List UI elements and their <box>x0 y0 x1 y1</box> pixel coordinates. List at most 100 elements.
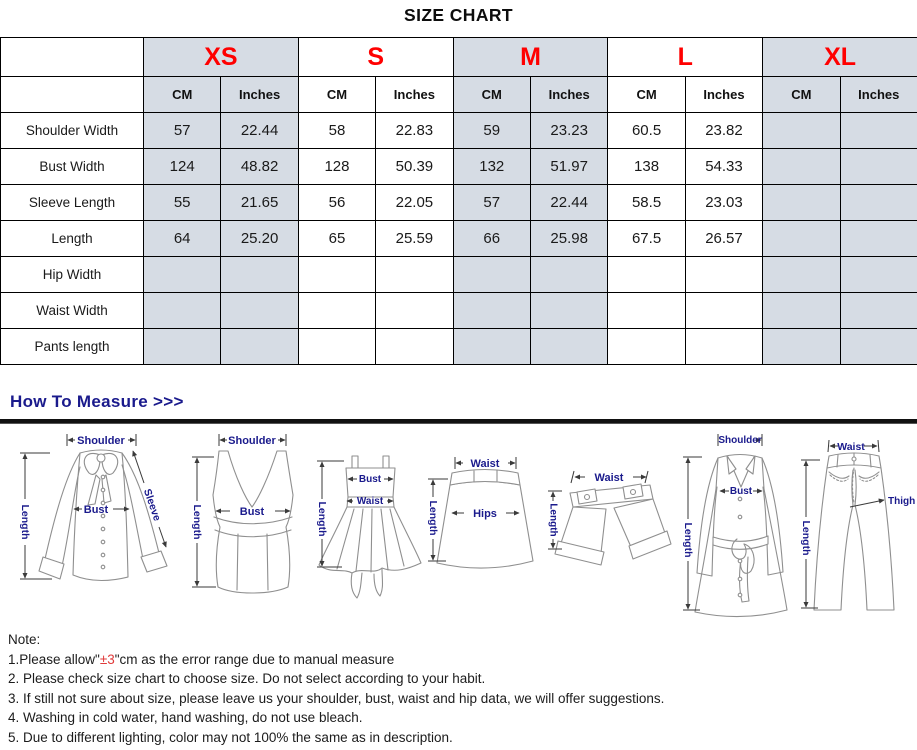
unit-header-cm: CM <box>452 76 531 113</box>
cell-value: 138 <box>607 148 686 185</box>
size-table-body: Shoulder Width 57 22.44 58 22.83 59 23.23 60.5 2… <box>0 112 917 365</box>
cell-value <box>839 184 917 221</box>
cell-value <box>607 328 686 365</box>
size-header-m: M <box>452 37 609 77</box>
unit-header-cm: CM <box>297 76 377 113</box>
cell-value <box>529 292 609 329</box>
size-header-row: XS S M L XL <box>0 37 917 77</box>
cell-value <box>142 328 222 365</box>
vest-length-label: Length <box>191 505 203 540</box>
cell-value <box>607 292 686 329</box>
page-title: SIZE CHART <box>404 5 513 25</box>
cell-value: 60.5 <box>607 112 686 149</box>
table-row: Waist Width <box>0 292 917 329</box>
note1-prefix: 1.Please allow" <box>8 651 100 667</box>
skirt-length-label: Length <box>427 501 439 536</box>
cell-value <box>762 148 841 185</box>
cell-value: 124 <box>142 148 222 185</box>
cell-value <box>684 292 764 329</box>
cell-value <box>142 292 222 329</box>
cell-value <box>297 328 377 365</box>
cell-value <box>839 292 917 329</box>
unit-header-cm: CM <box>762 76 841 113</box>
figure-blouse: Shoulder Bust Sleeve Length <box>19 434 168 582</box>
figure-dress: Bust Waist Length <box>316 455 422 599</box>
cell-value: 51.97 <box>529 148 609 185</box>
cell-value: 59 <box>452 112 531 149</box>
size-header-l: L <box>607 37 764 77</box>
table-row: Pants length <box>0 328 917 365</box>
blouse-sleeve-label: Sleeve <box>141 487 163 523</box>
shorts-length-label: Length <box>548 503 559 536</box>
cell-value: 132 <box>452 148 531 185</box>
note-item-4: 4. Washing in cold water, hand washing, … <box>8 710 363 725</box>
how-to-measure-title: How To Measure >>> <box>10 392 184 411</box>
cell-value: 25.98 <box>529 220 609 257</box>
cell-value <box>839 256 917 293</box>
notes-section: Note: 1.Please allow"±3"cm as the error … <box>8 630 908 747</box>
cell-value <box>839 112 917 149</box>
cell-value: 48.82 <box>220 148 299 185</box>
measure-figures: Shoulder Bust Sleeve Length Shoulder Bus… <box>19 434 915 618</box>
cell-value: 25.59 <box>375 220 454 257</box>
cell-value <box>452 328 531 365</box>
vest-bust-label: Bust <box>240 506 265 518</box>
blouse-bust-label: Bust <box>84 504 109 516</box>
row-label: Hip Width <box>0 256 144 293</box>
cell-value <box>297 292 377 329</box>
cell-value <box>297 256 377 293</box>
cell-value <box>839 220 917 257</box>
cell-value <box>607 256 686 293</box>
pants-thigh-label: Thigh <box>888 496 915 507</box>
size-header-xl: XL <box>762 37 917 77</box>
row-label: Length <box>0 220 144 257</box>
cell-value <box>220 292 299 329</box>
table-row: Bust Width 124 48.82 128 50.39 132 51.97 138 54.… <box>0 148 917 185</box>
cell-value: 22.83 <box>375 112 454 149</box>
dress-bust-label: Bust <box>359 474 382 485</box>
figure-vest-top: Shoulder Bust Length <box>191 434 294 594</box>
vest-shoulder-label: Shoulder <box>228 435 276 447</box>
figure-pants: Waist Thigh Length <box>800 439 915 611</box>
unit-header-inches: Inches <box>684 76 764 113</box>
cell-value <box>529 256 609 293</box>
cell-value <box>220 256 299 293</box>
note-item-3: 3. If still not sure about size, please … <box>8 690 665 706</box>
cell-value: 21.65 <box>220 184 299 221</box>
table-row: Hip Width <box>0 256 917 293</box>
size-header-s: S <box>297 37 454 77</box>
cell-value: 22.05 <box>375 184 454 221</box>
unit-header-cm: CM <box>607 76 686 113</box>
note-item-1: 1.Please allow"±3"cm as the error range … <box>8 650 908 670</box>
cell-value <box>762 220 841 257</box>
note1-highlight: ±3 <box>99 651 115 667</box>
cell-value: 22.44 <box>220 112 299 149</box>
dress-length-label: Length <box>316 502 328 537</box>
cell-value: 23.03 <box>684 184 764 221</box>
notes-heading: Note: <box>8 632 41 647</box>
cell-value <box>452 292 531 329</box>
corner-cell <box>0 37 144 77</box>
cell-value <box>762 256 841 293</box>
note1-suffix: "cm as the error range due to manual mea… <box>114 651 395 667</box>
row-label: Pants length <box>0 328 144 365</box>
figure-skirt: Waist Hips Length <box>427 457 534 569</box>
cell-value <box>684 256 764 293</box>
unit-header-inches: Inches <box>375 76 454 113</box>
coat-shoulder-label: Shoulder <box>718 435 761 446</box>
row-label: Sleeve Length <box>0 184 144 221</box>
unit-header-cm: CM <box>142 76 222 113</box>
unit-header-inches: Inches <box>839 76 917 113</box>
cell-value <box>375 292 454 329</box>
cell-value: 128 <box>297 148 377 185</box>
divider-rule <box>0 419 917 424</box>
shorts-waist-label: Waist <box>595 472 624 484</box>
cell-value <box>452 256 531 293</box>
cell-value: 57 <box>452 184 531 221</box>
cell-value <box>762 292 841 329</box>
cell-value: 67.5 <box>607 220 686 257</box>
cell-value <box>375 256 454 293</box>
cell-value: 56 <box>297 184 377 221</box>
unit-header-inches: Inches <box>220 76 299 113</box>
table-row: Shoulder Width 57 22.44 58 22.83 59 23.23 60.5 2… <box>0 112 917 149</box>
